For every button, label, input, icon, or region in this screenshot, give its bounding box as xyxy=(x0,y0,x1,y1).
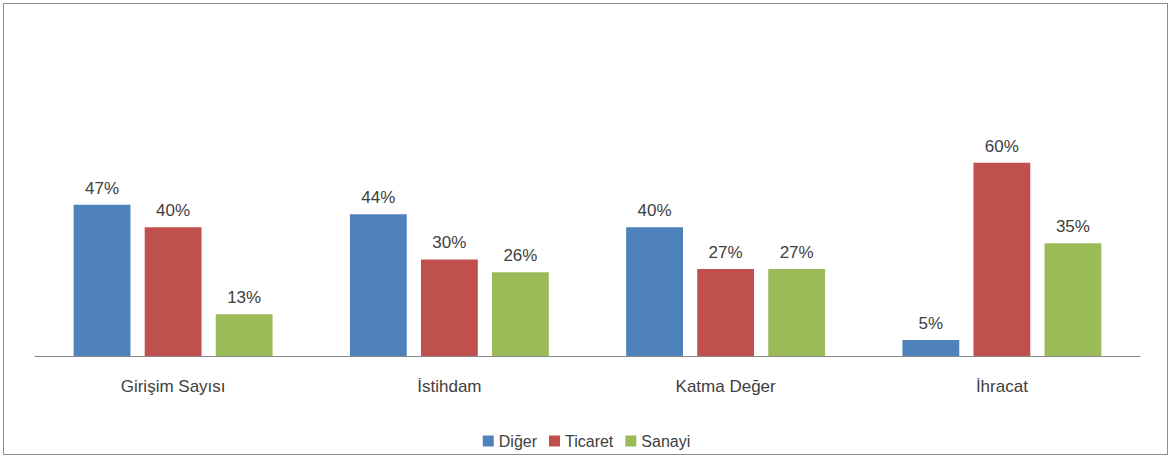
svg-text:35%: 35% xyxy=(1056,217,1090,236)
svg-text:Diğer: Diğer xyxy=(499,433,538,450)
svg-text:Sanayi: Sanayi xyxy=(641,433,690,450)
svg-text:47%: 47% xyxy=(85,179,119,198)
svg-text:44%: 44% xyxy=(361,188,395,207)
svg-text:Ticaret: Ticaret xyxy=(565,433,614,450)
svg-text:40%: 40% xyxy=(638,201,672,220)
svg-text:13%: 13% xyxy=(227,288,261,307)
svg-text:İstihdam: İstihdam xyxy=(417,377,481,396)
svg-text:27%: 27% xyxy=(780,243,814,262)
svg-text:İhracat: İhracat xyxy=(976,377,1028,396)
svg-text:Katma Değer: Katma Değer xyxy=(676,377,776,396)
svg-text:26%: 26% xyxy=(503,246,537,265)
svg-text:30%: 30% xyxy=(432,233,466,252)
svg-text:40%: 40% xyxy=(156,201,190,220)
svg-text:27%: 27% xyxy=(709,243,743,262)
svg-text:Girişim Sayısı: Girişim Sayısı xyxy=(121,377,226,396)
svg-text:60%: 60% xyxy=(985,137,1019,156)
svg-text:5%: 5% xyxy=(919,314,944,333)
